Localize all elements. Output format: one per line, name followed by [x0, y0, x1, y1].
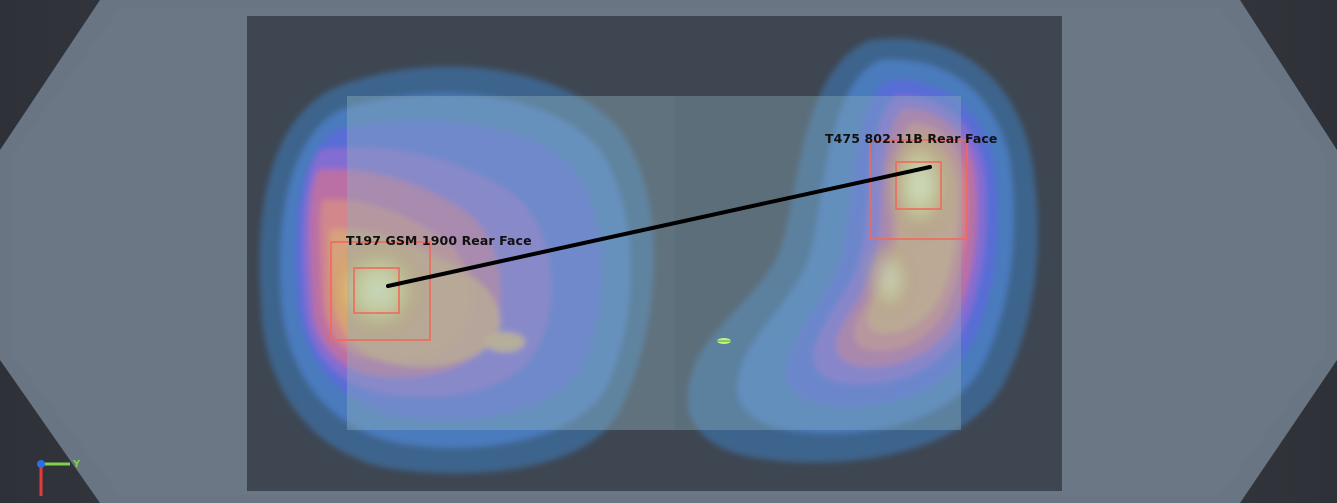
- device-screen-right: [674, 96, 961, 430]
- area-scan-box-left: [330, 241, 431, 341]
- hotspot-right: [866, 127, 954, 320]
- y-axis-label: Y: [72, 459, 81, 470]
- hotspot-left: [326, 235, 430, 345]
- measurement-label-gsm: T197 GSM 1900 Rear Face: [346, 233, 532, 248]
- z-axis-icon: [37, 460, 45, 468]
- measurement-connector-line: [386, 165, 932, 288]
- area-scan-box-right: [869, 139, 968, 240]
- axis-triad: Y: [37, 459, 81, 496]
- device-screen-left: [347, 96, 674, 430]
- zoom-scan-box-left: [353, 267, 400, 314]
- measurement-label-wifi: T475 802.11B Rear Face: [825, 131, 998, 146]
- zoom-scan-box-right: [895, 161, 942, 210]
